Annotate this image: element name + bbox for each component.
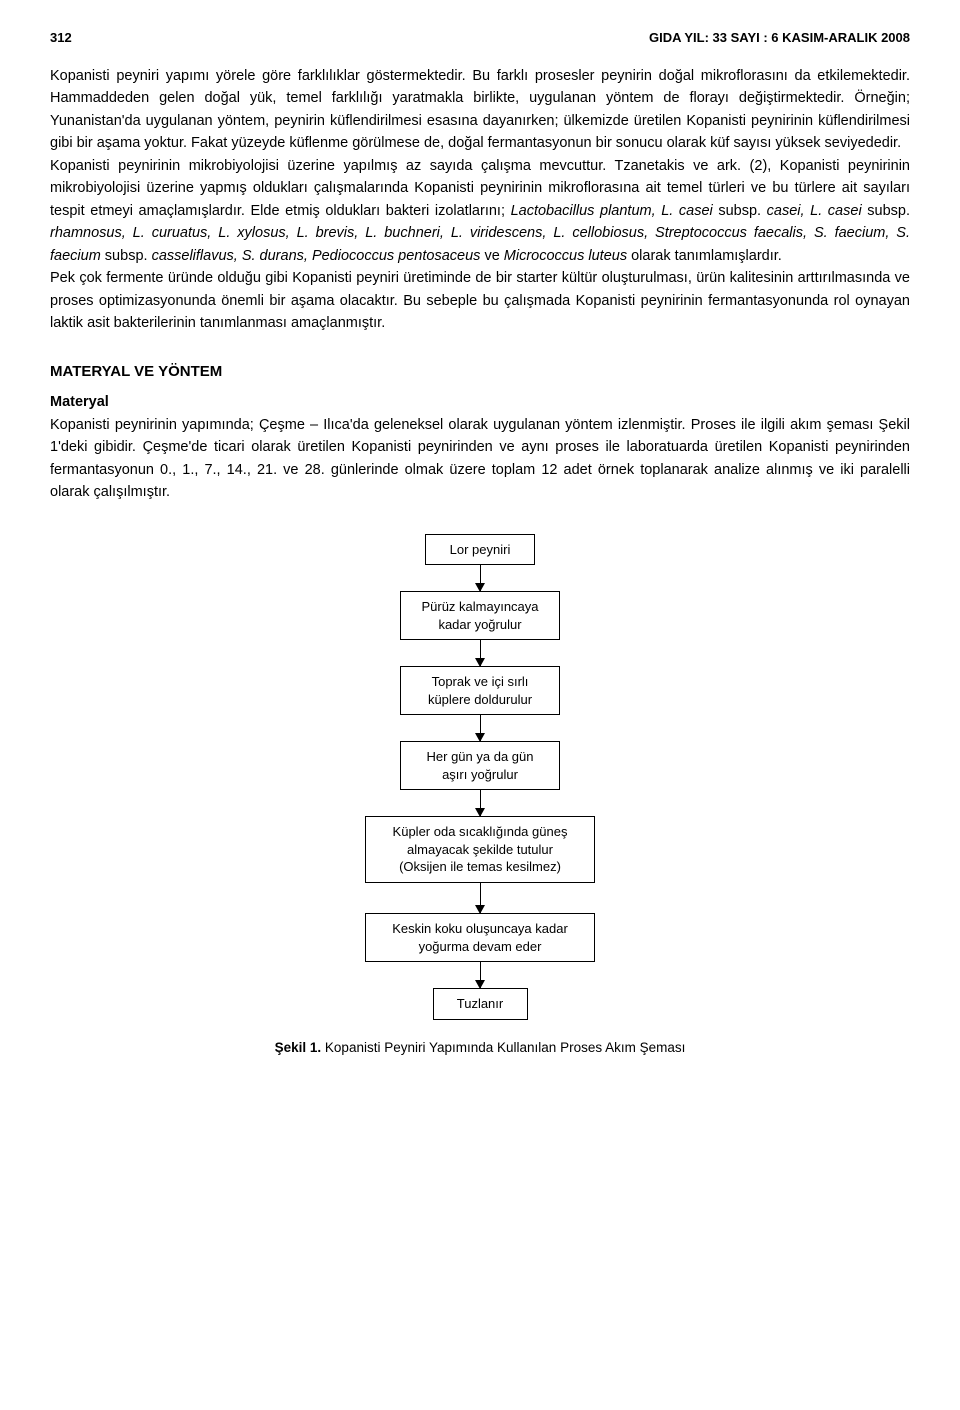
- species-name: casei, L. casei: [767, 203, 862, 219]
- flow-arrow-icon: [480, 962, 481, 988]
- flow-node-label: küplere doldurulur: [428, 692, 532, 707]
- flow-node-label: yoğurma devam eder: [419, 939, 542, 954]
- flow-node-label: almayacak şekilde tutulur: [407, 842, 553, 857]
- page-header: 312 GIDA YIL: 33 SAYI : 6 KASIM-ARALIK 2…: [50, 30, 910, 45]
- flow-node: Pürüz kalmayıncaya kadar yoğrulur: [400, 591, 560, 640]
- process-flowchart: Lor peyniri Pürüz kalmayıncaya kadar yoğru…: [50, 534, 910, 1020]
- para-text: subsp.: [862, 203, 910, 219]
- page-number: 312: [50, 30, 72, 45]
- figure-label: Şekil 1.: [275, 1040, 322, 1055]
- para-text: subsp.: [713, 203, 767, 219]
- flow-node: Lor peyniri: [425, 534, 535, 566]
- species-name: Lactobacillus plantum, L. casei: [511, 203, 713, 219]
- flow-node-label: aşırı yoğrulur: [442, 767, 518, 782]
- flow-node-label: Küpler oda sıcaklığında güneş: [393, 824, 568, 839]
- flow-node-label: Keskin koku oluşuncaya kadar: [392, 921, 568, 936]
- para-text: Kopanisti peyniri yapımı yörele göre far…: [50, 68, 910, 151]
- species-name: casseliflavus, S. durans, Pediococcus pe…: [152, 248, 481, 264]
- flow-node-label: Her gün ya da gün: [427, 749, 534, 764]
- para-text: ve: [480, 248, 503, 264]
- para-text: Pek çok fermente üründe olduğu gibi Kopa…: [50, 270, 910, 331]
- flow-node: Küpler oda sıcaklığında güneş almayacak ş…: [365, 816, 595, 883]
- material-paragraph: Kopanisti peynirinin yapımında; Çeşme – …: [50, 414, 910, 504]
- sub-heading: Materyal: [50, 394, 910, 410]
- main-paragraphs: Kopanisti peyniri yapımı yörele göre far…: [50, 65, 910, 335]
- para-text: subsp.: [101, 248, 152, 264]
- flow-arrow-icon: [480, 883, 481, 913]
- figure-caption-text: Kopanisti Peyniri Yapımında Kullanılan P…: [321, 1040, 685, 1055]
- flow-arrow-icon: [480, 640, 481, 666]
- para-text: olarak tanımlamışlardır.: [627, 248, 782, 264]
- figure-caption: Şekil 1. Kopanisti Peyniri Yapımında Kul…: [50, 1040, 910, 1055]
- flow-arrow-icon: [480, 715, 481, 741]
- flow-arrow-icon: [480, 790, 481, 816]
- species-name: Micrococcus luteus: [504, 248, 627, 264]
- journal-line: GIDA YIL: 33 SAYI : 6 KASIM-ARALIK 2008: [649, 30, 910, 45]
- flow-arrow-icon: [480, 565, 481, 591]
- flow-node: Toprak ve içi sırlı küplere doldurulur: [400, 666, 560, 715]
- flow-node-label: Lor peyniri: [450, 542, 511, 557]
- flow-node-label: (Oksijen ile temas kesilmez): [399, 859, 561, 874]
- flow-node: Her gün ya da gün aşırı yoğrulur: [400, 741, 560, 790]
- flow-node-label: Pürüz kalmayıncaya: [421, 599, 538, 614]
- flow-node: Tuzlanır: [433, 988, 528, 1020]
- flow-node-label: Toprak ve içi sırlı: [432, 674, 529, 689]
- flow-node-label: kadar yoğrulur: [438, 617, 521, 632]
- flow-node-label: Tuzlanır: [457, 996, 503, 1011]
- flow-node: Keskin koku oluşuncaya kadar yoğurma deva…: [365, 913, 595, 962]
- section-heading: MATERYAL VE YÖNTEM: [50, 363, 910, 380]
